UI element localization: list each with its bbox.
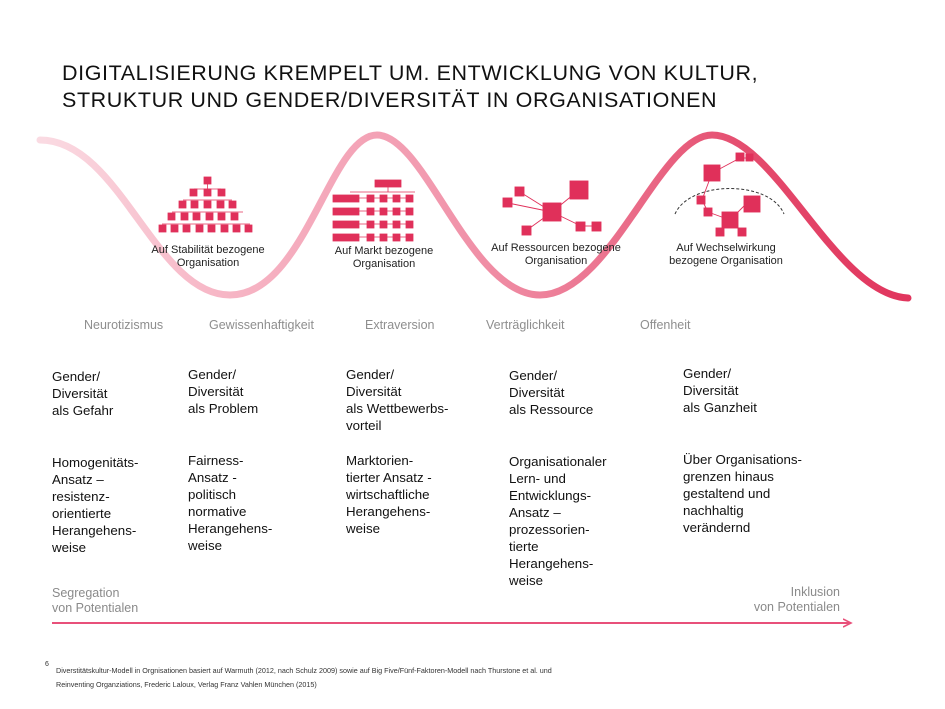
column-heading-wettbewerbsvorteil: Gender/ Diversität als Wettbewerbs- vort… <box>346 367 449 433</box>
column-approach-ganzheit: Über Organisations- grenzen hinaus gesta… <box>683 452 802 535</box>
column-approach-homogenitaet: Homogenitäts- Ansatz – resistenz- orient… <box>52 455 139 555</box>
org-label-market: Auf Markt bezogene Organisation <box>334 245 434 270</box>
column-heading-ganzheit: Gender/ Diversität als Ganzheit <box>683 366 757 415</box>
network-icon <box>502 180 602 236</box>
trait-gewissenhaftigkeit: Gewissenhaftigkeit <box>209 318 314 332</box>
footnote-text: Diverstitätskultur-Modell in Orgnisation… <box>56 666 552 689</box>
trait-vertraeglichkeit: Verträglichkeit <box>486 318 565 332</box>
org-label-interaction: Auf Wechselwirkung bezogene Organisation <box>669 242 783 267</box>
column-heading-problem: Gender/ Diversität als Problem <box>188 367 259 416</box>
org-label-resources: Auf Ressourcen bezogene Organisation <box>491 242 621 267</box>
page-title: DIGITALISIERUNG KREMPELT UM. ENTWICKLUNG… <box>62 61 759 112</box>
column-heading-ressource: Gender/ Diversität als Ressource <box>509 368 594 417</box>
trait-extraversion: Extraversion <box>365 318 435 332</box>
axis-label-inklusion: Inklusion von Potentialen <box>753 585 840 614</box>
column-heading-gefahr: Gender/ Diversität als Gefahr <box>52 369 114 418</box>
trait-neurotizismus: Neurotizismus <box>84 318 164 332</box>
matrix-hierarchy-icon <box>332 179 415 242</box>
footnote-number: 6 <box>45 661 49 668</box>
org-label-stability: Auf Stabilität bezogene Organisation <box>151 244 265 269</box>
column-approach-fairness: Fairness- Ansatz - politisch normative H… <box>188 453 273 553</box>
ecosystem-network-icon <box>674 152 785 237</box>
trait-offenheit: Offenheit <box>640 318 691 332</box>
wave-curve <box>36 131 912 302</box>
column-approach-markt: Marktorien- tierter Ansatz - wirtschaftl… <box>346 453 432 536</box>
column-approach-lernen: Organisationaler Lern- und Entwicklungs-… <box>509 454 607 588</box>
pyramid-hierarchy-icon <box>158 176 253 233</box>
axis-label-segregation: Segregation von Potentialen <box>52 586 139 615</box>
